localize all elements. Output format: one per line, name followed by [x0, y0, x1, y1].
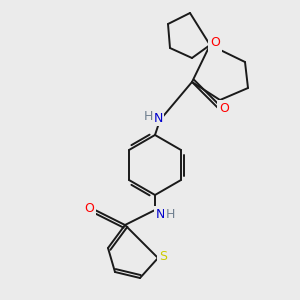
Text: N: N [153, 112, 163, 124]
Text: O: O [210, 40, 220, 52]
Text: H: H [165, 208, 175, 220]
Text: H: H [143, 110, 153, 122]
Text: O: O [210, 35, 220, 49]
Text: N: N [155, 208, 165, 220]
Text: O: O [219, 101, 229, 115]
Text: S: S [159, 250, 167, 262]
Text: O: O [84, 202, 94, 214]
